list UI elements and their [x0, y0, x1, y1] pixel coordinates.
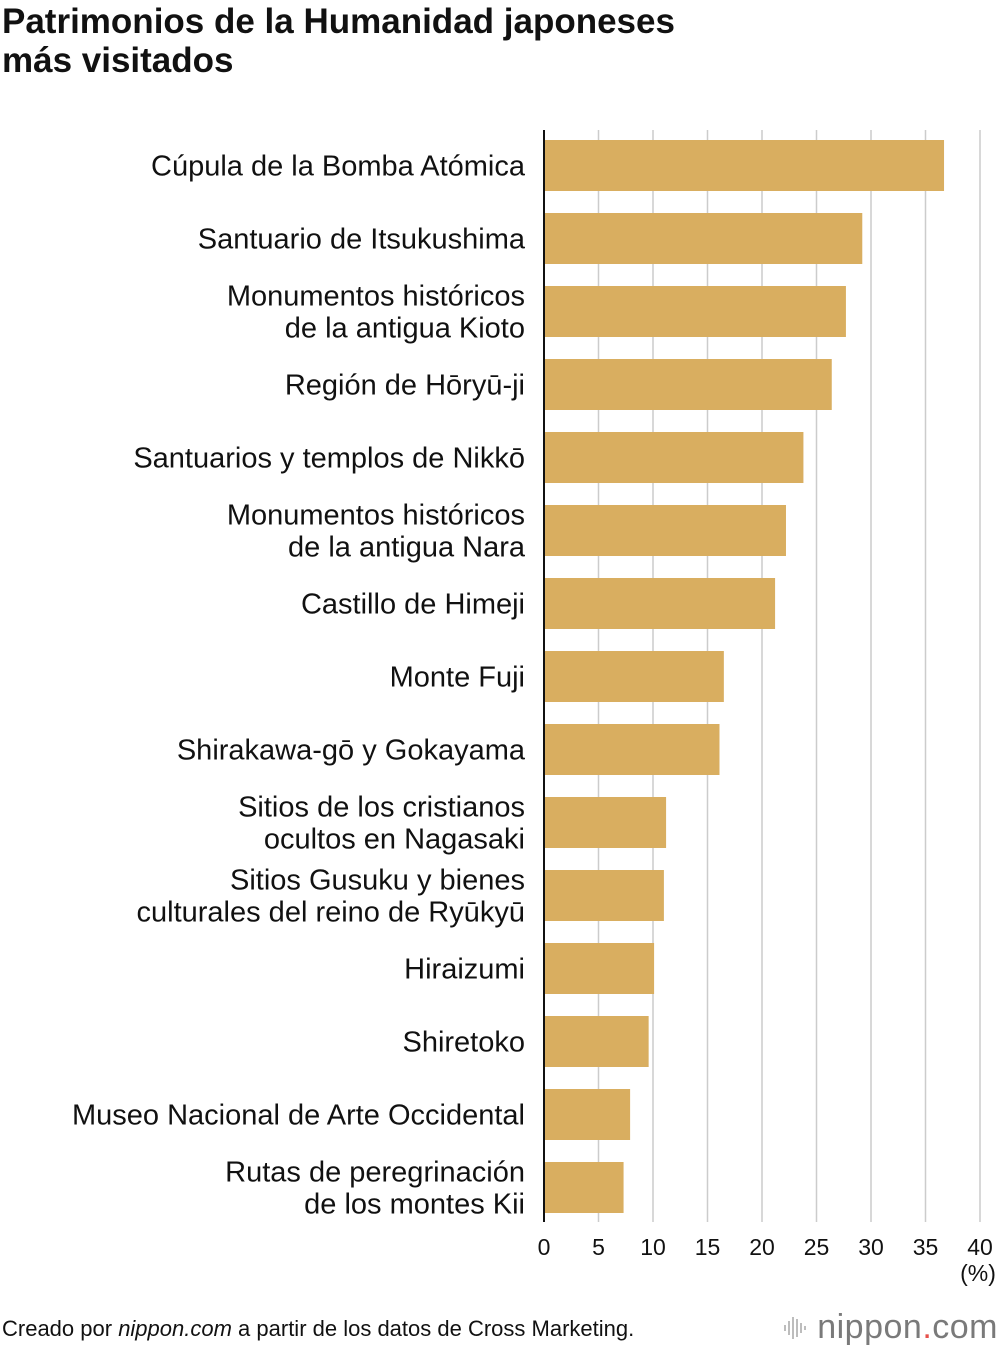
logo-tld: com [932, 1308, 998, 1346]
nippon-logo: nippon. com [783, 1308, 998, 1347]
x-tick-label: 40 [967, 1234, 993, 1260]
x-tick-label: 0 [538, 1234, 551, 1260]
bar [545, 578, 776, 629]
bar [545, 651, 724, 702]
source-prefix: Creado por [2, 1316, 119, 1341]
category-label: Monte Fuji [390, 662, 525, 694]
soundwave-icon [784, 1316, 807, 1339]
category-label: Shiretoko [402, 1027, 525, 1059]
category-label: Sitios Gusuku y bienes culturales del rei… [137, 865, 525, 929]
x-tick-label: 30 [858, 1234, 884, 1260]
bar [545, 359, 832, 410]
bar [545, 870, 664, 921]
logo-name: nippon [817, 1308, 923, 1346]
category-label: Castillo de Himeji [301, 589, 525, 621]
category-label: Región de Hōryū-ji [285, 370, 525, 402]
bar [545, 140, 945, 191]
category-label: Cúpula de la Bomba Atómica [151, 151, 526, 183]
x-tick-label: 25 [804, 1234, 830, 1260]
category-label: Santuario de Itsukushima [198, 224, 526, 256]
bar [545, 943, 655, 994]
category-label: Monumentos históricos de la antigua Nara [227, 500, 526, 564]
category-label: Shirakawa-gō y Gokayama [177, 735, 526, 767]
x-tick-label: 5 [592, 1234, 605, 1260]
bar [545, 286, 846, 337]
x-tick-label: 15 [695, 1234, 721, 1260]
category-label: Sitios de los cristianos ocultos en Nagas… [238, 792, 525, 856]
category-label: Hiraizumi [404, 954, 525, 986]
bar [545, 1016, 649, 1067]
source-note: Creado por nippon.com a partir de los da… [2, 1316, 634, 1342]
x-tick-label: 10 [640, 1234, 666, 1260]
x-tick-label: 20 [749, 1234, 775, 1260]
chart-title: Patrimonios de la Humanidad japoneses má… [2, 2, 902, 80]
bar [545, 724, 720, 775]
bar [545, 1089, 631, 1140]
bar [545, 1162, 624, 1213]
category-label: Rutas de peregrinación de los montes Kii [225, 1157, 525, 1221]
category-label: Santuarios y templos de Nikkō [133, 443, 525, 475]
category-label: Museo Nacional de Arte Occidental [72, 1100, 525, 1132]
chart-title-line-2: más visitados [2, 41, 234, 81]
bar-chart: Cúpula de la Bomba Atómica Santuario de I… [72, 130, 996, 1286]
bar [545, 505, 786, 556]
bar [545, 797, 667, 848]
x-axis-unit: (%) [960, 1260, 996, 1286]
source-site: nippon.com [118, 1316, 232, 1341]
source-suffix: a partir de los datos de Cross Marketing… [231, 1316, 635, 1341]
chart-title-line-1: Patrimonios de la Humanidad japoneses [2, 2, 675, 41]
bar [545, 213, 863, 264]
logo-dot: . [922, 1308, 933, 1346]
bar [545, 432, 804, 483]
x-tick-label: 35 [913, 1234, 939, 1260]
category-label: Monumentos históricos de la antigua Kioto [227, 281, 525, 345]
